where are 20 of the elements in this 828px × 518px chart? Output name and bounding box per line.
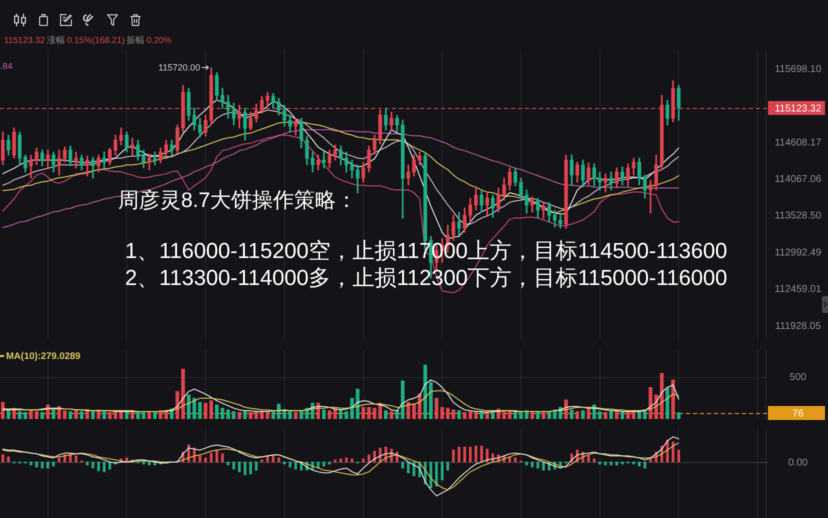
text: 涨幅 [46,35,65,45]
y-tick-label: 114067.06 [774,174,822,186]
ref-line-label: 0.00 [788,457,808,468]
y-tick-label: 111928.05 [775,320,822,332]
y-tick-label: 113528.50 [774,210,822,222]
y-tick-label: 114608.17 [774,137,822,148]
text: 0.20% [146,35,172,45]
text: 0.15%(168.21) [66,35,125,45]
ref-line-label: 76 [792,408,804,420]
y-tick-label: 112459.01 [774,284,822,296]
annotation: .84 [0,61,13,72]
y-tick-label: 112992.49 [774,247,822,258]
ref-line-label: 115123.32 [774,103,822,114]
text: 振幅 [126,35,145,45]
text: 115123.32 [4,35,45,45]
text: 周彦灵8.7大饼操作策略： [118,189,358,214]
y-tick-label: 500 [790,372,807,384]
y-tick-label: 115698.10 [774,64,822,76]
legend-label: MA(10):279.0289 [6,351,80,362]
annotation: 115720.00 [158,62,200,72]
